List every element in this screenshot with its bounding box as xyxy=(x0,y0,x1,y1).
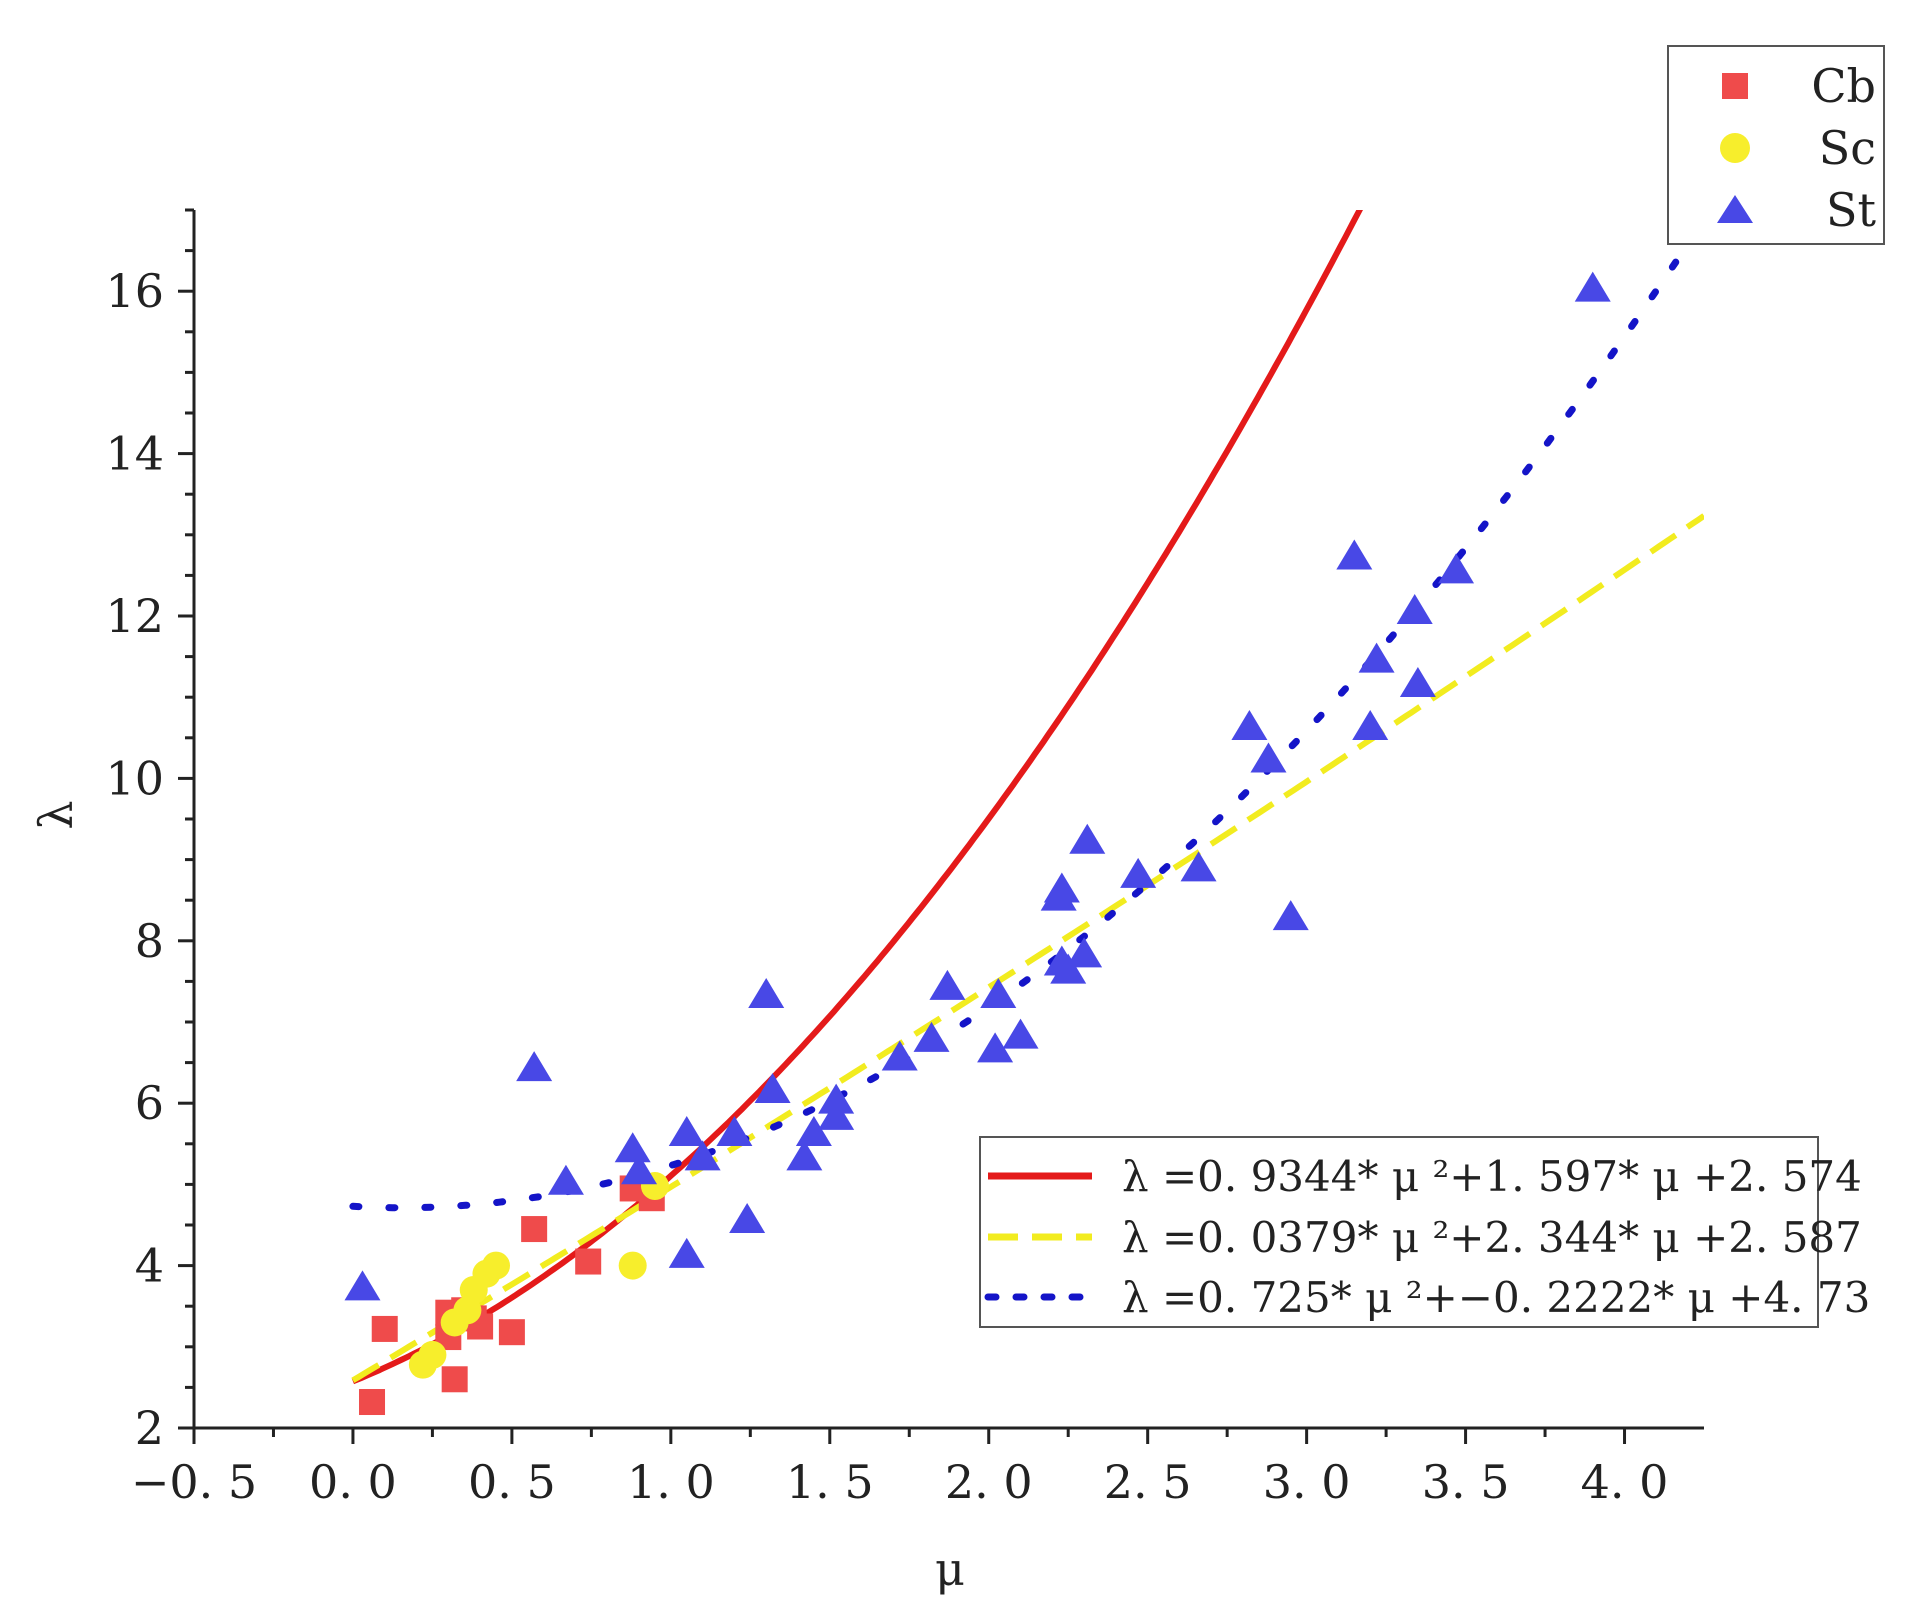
x-axis-ticks: −0. 5 0. 0 0. 5 1. 0 1. 5 2. 0 2. 5 3. 0 3. 5 4. … xyxy=(131,1428,1669,1509)
point-st xyxy=(913,1021,950,1052)
x-tick-label: 1. 5 xyxy=(786,1455,874,1509)
point-st xyxy=(977,1032,1014,1063)
x-tick-label: 2. 5 xyxy=(1104,1455,1192,1509)
y-tick-label: 14 xyxy=(105,427,164,481)
x-axis-title: μ xyxy=(935,1542,965,1596)
y-tick-label: 12 xyxy=(105,589,164,643)
legend-cb-marker xyxy=(1722,73,1748,99)
point-sc xyxy=(482,1251,510,1280)
x-tick-label: 4. 0 xyxy=(1581,1455,1669,1509)
point-st xyxy=(621,1154,658,1185)
y-tick-label: 6 xyxy=(135,1076,164,1130)
legend-st-label: St xyxy=(1826,183,1877,237)
point-st xyxy=(516,1051,553,1082)
point-st xyxy=(614,1132,651,1163)
series-legend-box xyxy=(1667,45,1885,245)
point-st xyxy=(1043,872,1080,903)
point-st xyxy=(1180,851,1217,882)
y-tick-label: 8 xyxy=(135,914,164,968)
scatter-points xyxy=(344,271,1611,1416)
point-st xyxy=(786,1140,823,1171)
point-st xyxy=(1438,553,1475,584)
y-tick-label: 10 xyxy=(105,751,164,805)
point-st xyxy=(818,1083,855,1114)
point-st xyxy=(1574,271,1611,302)
point-st xyxy=(1399,667,1436,698)
point-sc xyxy=(618,1251,647,1280)
fit-legend-cb-label: λ =0. 9344* μ ²+1. 597* μ +2. 574 xyxy=(1122,1152,1862,1201)
point-st xyxy=(1336,539,1373,570)
y-tick-label: 16 xyxy=(105,264,164,318)
legend-sc-marker xyxy=(1720,133,1750,163)
point-st xyxy=(748,978,785,1009)
point-cb xyxy=(575,1248,602,1275)
x-tick-label: 3. 5 xyxy=(1422,1455,1510,1509)
fit-curve-cb xyxy=(351,210,1363,1385)
x-tick-label: 3. 0 xyxy=(1263,1455,1351,1509)
x-tick-label: 1. 0 xyxy=(627,1455,715,1509)
point-st xyxy=(1069,823,1106,854)
point-st xyxy=(1272,900,1309,931)
point-st xyxy=(1066,937,1103,968)
point-st xyxy=(818,1099,855,1130)
legend-sc-label: Sc xyxy=(1819,121,1876,175)
point-st xyxy=(1352,710,1389,741)
fit-curves xyxy=(349,210,1704,1385)
point-st xyxy=(1050,953,1087,984)
point-cb xyxy=(371,1315,398,1342)
point-st xyxy=(668,1237,705,1268)
point-st xyxy=(1358,642,1395,673)
point-st xyxy=(729,1202,766,1233)
x-tick-label: 2. 0 xyxy=(945,1455,1033,1509)
fit-curve-st xyxy=(349,216,1704,1212)
point-st xyxy=(795,1116,832,1147)
fit-legend-box xyxy=(979,1136,1819,1328)
legend-st-marker xyxy=(1717,195,1753,223)
point-st xyxy=(1002,1018,1039,1049)
point-st xyxy=(668,1116,705,1147)
fit-legend-st-label: λ =0. 725* μ ²+−0. 2222* μ +4. 73 xyxy=(1122,1273,1870,1322)
point-st xyxy=(929,969,966,1000)
point-cb xyxy=(441,1366,468,1393)
point-cb xyxy=(521,1216,548,1243)
point-st xyxy=(1231,710,1268,741)
fit-legend: λ =0. 9344* μ ²+1. 597* μ +2. 574 λ =0. … xyxy=(979,1136,1870,1328)
point-sc xyxy=(418,1340,447,1369)
x-tick-label: 0. 5 xyxy=(468,1455,556,1509)
fit-curve-sc xyxy=(351,513,1704,1383)
point-st xyxy=(881,1040,918,1071)
point-st xyxy=(344,1270,381,1301)
y-tick-label: 2 xyxy=(135,1401,164,1455)
x-tick-label: −0. 5 xyxy=(131,1455,257,1509)
point-st xyxy=(1120,857,1157,888)
point-cb xyxy=(498,1319,525,1346)
point-st xyxy=(547,1164,584,1195)
point-st xyxy=(716,1116,753,1147)
point-cb xyxy=(359,1389,386,1416)
point-st xyxy=(754,1073,791,1104)
y-axis-title: λ xyxy=(29,800,83,829)
series-legend: Cb Sc St xyxy=(1667,45,1885,245)
y-tick-label: 4 xyxy=(135,1239,164,1293)
legend-cb-label: Cb xyxy=(1811,59,1876,113)
x-tick-label: 0. 0 xyxy=(309,1455,397,1509)
point-st xyxy=(980,978,1017,1009)
point-st xyxy=(684,1140,721,1171)
y-axis-ticks: 2 4 6 8 10 12 14 16 xyxy=(105,208,194,1455)
point-st xyxy=(1396,593,1433,624)
point-st xyxy=(1250,742,1287,773)
fit-legend-sc-label: λ =0. 0379* μ ²+2. 344* μ +2. 587 xyxy=(1122,1213,1862,1262)
